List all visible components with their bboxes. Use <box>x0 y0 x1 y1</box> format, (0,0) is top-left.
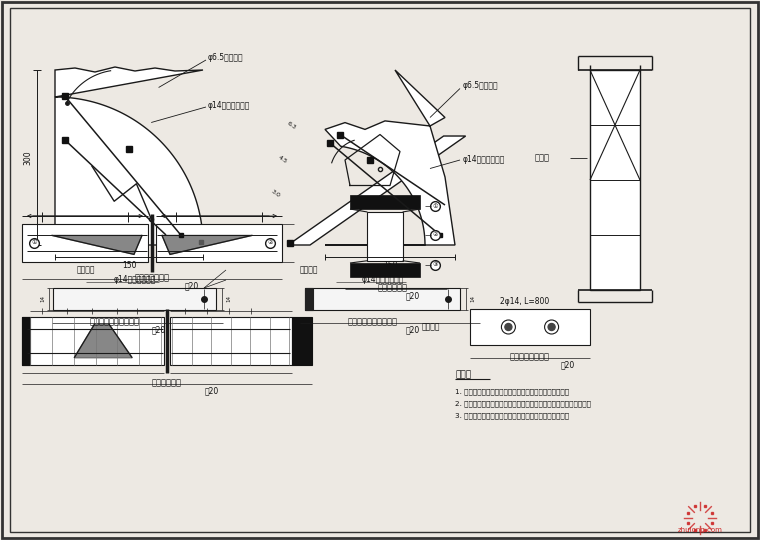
Text: ②: ② <box>268 240 273 246</box>
Text: 自由边钉筋详图: 自由边钉筋详图 <box>135 273 169 282</box>
Text: 边缘钉筋详图: 边缘钉筋详图 <box>152 379 182 388</box>
Bar <box>22 224 148 262</box>
Text: ：20: ：20 <box>152 326 166 334</box>
Text: φ6.5轻筋连接: φ6.5轻筋连接 <box>463 81 499 90</box>
Text: 150: 150 <box>383 260 397 269</box>
Text: ①: ① <box>432 204 438 208</box>
Bar <box>367 212 403 261</box>
Text: 管式纵向钉筋详图: 管式纵向钉筋详图 <box>510 353 550 361</box>
Text: 150: 150 <box>122 260 136 269</box>
Bar <box>350 195 420 209</box>
Circle shape <box>505 323 512 330</box>
Bar <box>156 224 282 262</box>
Text: ②: ② <box>432 232 438 237</box>
Bar <box>350 263 420 277</box>
Text: 2φ14, L=800: 2φ14, L=800 <box>500 296 549 306</box>
Text: 6.3: 6.3 <box>287 121 297 131</box>
Text: φ14角隅补强钉筋: φ14角隅补强钉筋 <box>361 275 404 285</box>
Bar <box>22 317 30 365</box>
Polygon shape <box>288 136 466 245</box>
Bar <box>590 70 640 290</box>
Text: 4.5: 4.5 <box>277 155 289 165</box>
Text: 直角交叉钉筋补强详图: 直角交叉钉筋补强详图 <box>89 318 139 327</box>
Bar <box>470 309 590 345</box>
Text: 300: 300 <box>24 150 33 165</box>
Circle shape <box>548 323 555 330</box>
Text: φ14角隅补强钉筋: φ14角隅补强钉筋 <box>113 275 156 285</box>
Text: 管式纤维详图: 管式纤维详图 <box>378 284 408 293</box>
Text: ：20: ：20 <box>561 361 575 369</box>
Text: 说明：: 说明： <box>455 370 471 380</box>
Text: 模板内缘: 模板内缘 <box>77 266 96 274</box>
Text: 模板内缘: 模板内缘 <box>300 266 318 274</box>
Text: 3. 路面居于连接地方自由边时，采用小直径型钉筋补强。: 3. 路面居于连接地方自由边时，采用小直径型钉筋补强。 <box>455 413 569 419</box>
Bar <box>305 288 313 310</box>
Polygon shape <box>74 324 132 358</box>
Text: ：20: ：20 <box>405 326 420 334</box>
Bar <box>305 288 460 310</box>
Text: φ14角隅补强钉筋: φ14角隅补强钉筋 <box>208 100 250 110</box>
Polygon shape <box>325 70 455 245</box>
Text: 斜角交叉钉筋补强详图: 斜角交叉钉筋补强详图 <box>347 318 397 327</box>
Text: ③: ③ <box>432 262 438 267</box>
Text: 14: 14 <box>40 295 46 302</box>
Text: 钉筋笼: 钉筋笼 <box>535 153 550 163</box>
Text: φ6.5轻筋连接: φ6.5轻筋连接 <box>208 53 244 63</box>
Text: 2. 角隅定位钉筋设在混凝土内中心处，连接钉筋设在路面自由边缘。: 2. 角隅定位钉筋设在混凝土内中心处，连接钉筋设在路面自由边缘。 <box>455 401 591 407</box>
Text: 3.0: 3.0 <box>270 189 280 199</box>
Text: 简筋间距: 简筋间距 <box>422 322 440 332</box>
Polygon shape <box>55 67 203 245</box>
Text: 1. 本图尺寸单位均按设计尺寸计，其余尺寸均按图示计。: 1. 本图尺寸单位均按设计尺寸计，其余尺寸均按图示计。 <box>455 389 569 395</box>
Polygon shape <box>162 235 252 254</box>
Text: φ14角隅补强钉筋: φ14角隅补强钉筋 <box>463 156 505 165</box>
Bar <box>22 317 164 365</box>
Bar <box>292 317 312 365</box>
Text: ：20: ：20 <box>185 281 199 291</box>
Text: ①: ① <box>31 240 36 246</box>
Text: zhulong.com: zhulong.com <box>678 527 723 533</box>
Text: 14: 14 <box>470 295 476 302</box>
Text: 14: 14 <box>226 295 232 302</box>
Bar <box>170 317 292 365</box>
Text: ：20: ：20 <box>205 387 219 395</box>
Text: ：20: ：20 <box>406 292 420 300</box>
Polygon shape <box>52 235 142 254</box>
Bar <box>53 288 216 310</box>
